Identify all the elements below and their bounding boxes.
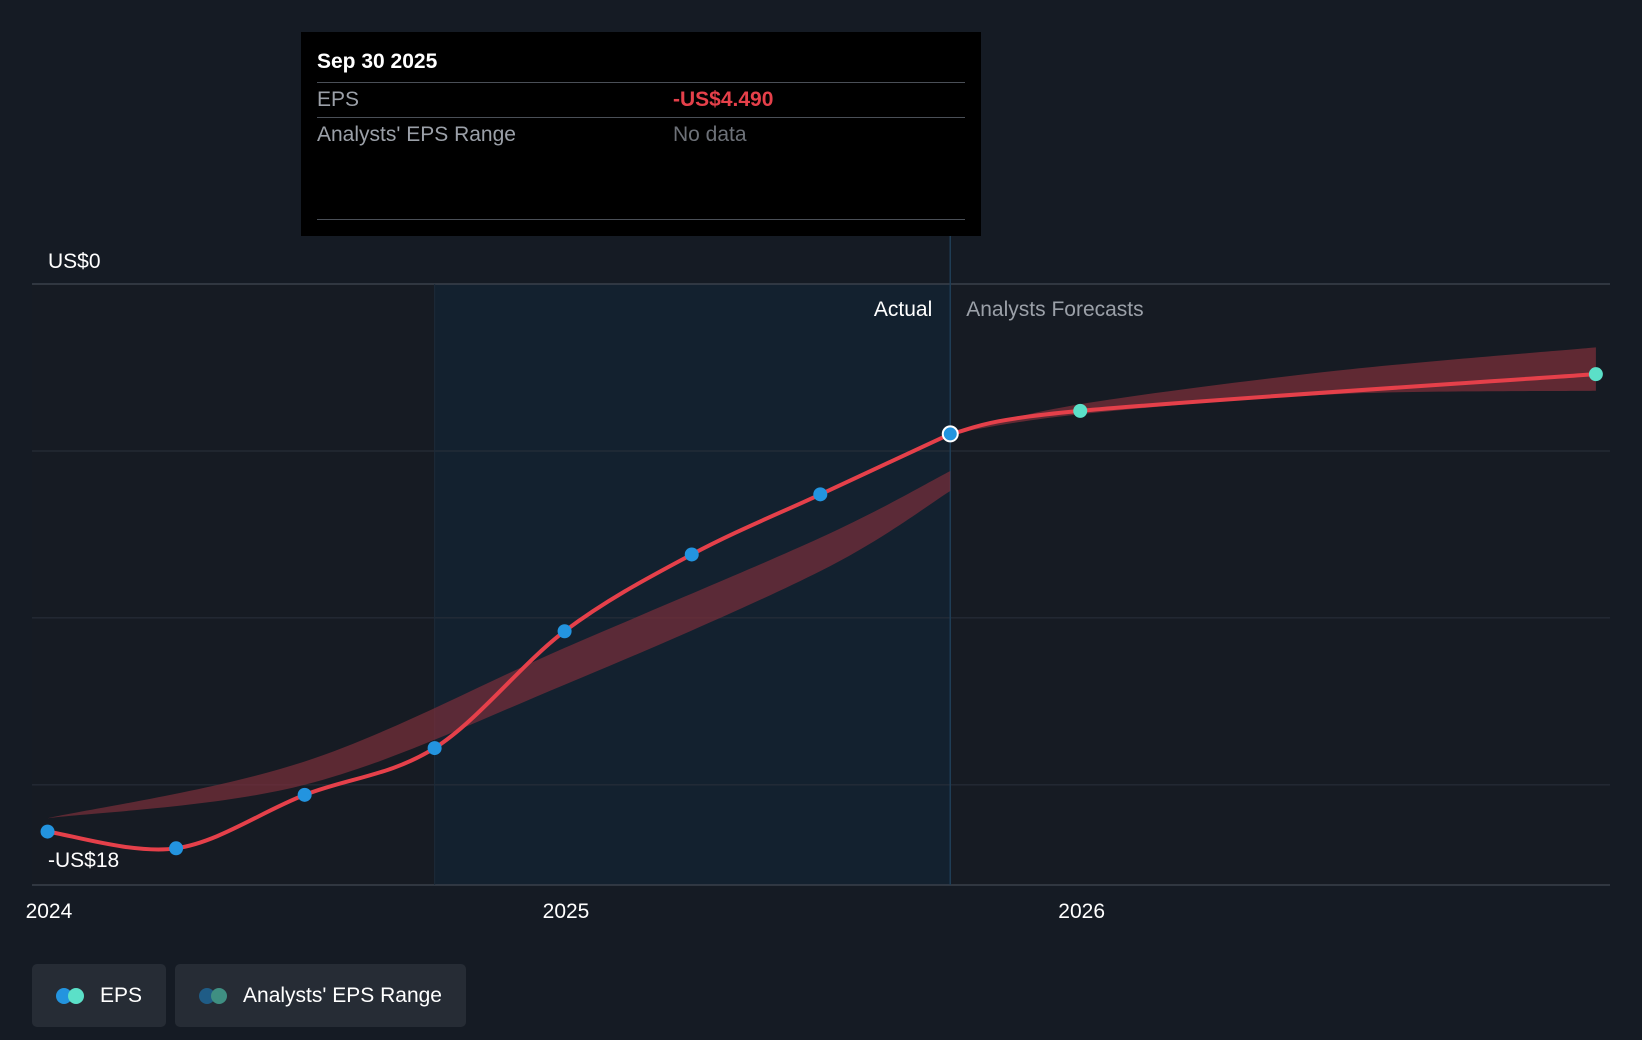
y-axis-top-label: US$0: [48, 250, 101, 273]
eps-forecast-point: [1588, 367, 1603, 382]
y-axis-bottom-label: -US$18: [48, 849, 119, 872]
actual-label: Actual: [874, 298, 932, 321]
tooltip-row-eps: EPS -US$4.490: [317, 83, 965, 118]
eps-range-forecast-band: [950, 347, 1596, 434]
actual-shaded-region: [434, 284, 951, 885]
eps-actual-point: [40, 824, 55, 839]
eps-actual-point: [297, 787, 312, 802]
tooltip-range-value: No data: [673, 123, 747, 146]
legend-eps-swatch: [56, 987, 88, 1005]
x-tick-label: 2026: [1058, 900, 1105, 923]
forecast-label: Analysts Forecasts: [966, 298, 1143, 321]
x-tick-label: 2025: [543, 900, 590, 923]
eps-forecast-point: [1073, 403, 1088, 418]
tooltip-row-range: Analysts' EPS Range No data: [317, 118, 965, 152]
legend-range-swatch: [199, 987, 231, 1005]
eps-forecast-line: [948, 372, 1598, 436]
legend-range-dot-forecast: [211, 987, 228, 1004]
tooltip: Sep 30 2025 EPS -US$4.490 Analysts' EPS …: [301, 32, 981, 236]
tooltip-eps-label: EPS: [317, 88, 360, 111]
eps-actual-point: [169, 841, 184, 856]
eps-actual-point: [813, 487, 828, 502]
legend-range-label: Analysts' EPS Range: [243, 983, 442, 1007]
legend-item-eps[interactable]: EPS: [32, 964, 167, 1027]
x-tick-label: 2024: [26, 900, 73, 923]
eps-actual-point: [427, 741, 442, 756]
eps-highlight-point: [941, 425, 959, 443]
legend-eps-dot-forecast: [68, 987, 84, 1004]
legend-item-eps-range[interactable]: Analysts' EPS Range: [175, 964, 466, 1027]
legend: EPS Analysts' EPS Range: [32, 964, 466, 1027]
legend-eps-label: EPS: [100, 983, 143, 1007]
tooltip-date: Sep 30 2025: [317, 46, 965, 83]
eps-actual-point: [557, 624, 572, 639]
eps-actual-line: [45, 431, 953, 852]
tooltip-divider: [317, 219, 965, 220]
eps-actual-point: [684, 547, 699, 562]
tooltip-eps-value: -US$4.490: [673, 88, 774, 111]
tooltip-range-label: Analysts' EPS Range: [317, 123, 516, 146]
